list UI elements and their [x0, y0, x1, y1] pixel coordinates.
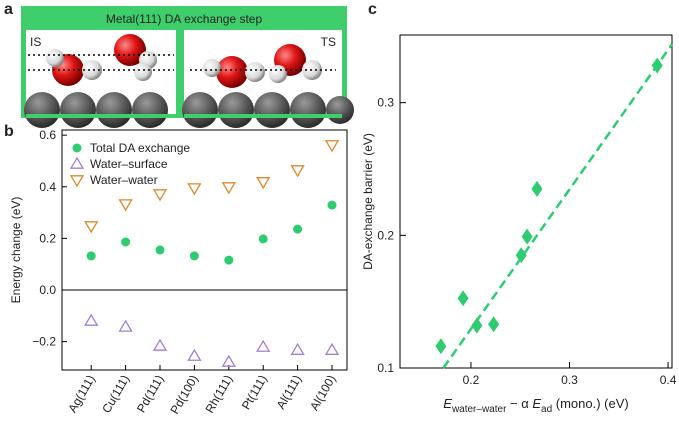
- x-axis-label: Ewater–water − α Ead (mono.) (eV): [443, 396, 628, 415]
- illustration-title: Metal(111) DA exchange step: [106, 12, 263, 26]
- state-label: TS: [321, 35, 336, 49]
- panel-label: b: [4, 123, 14, 140]
- point: [84, 221, 99, 234]
- point: [324, 342, 340, 355]
- point: [152, 338, 168, 351]
- point: [224, 255, 234, 265]
- point: [86, 251, 96, 261]
- point: [221, 354, 236, 367]
- point: [84, 313, 99, 326]
- y-tick-label: 0.2: [377, 228, 394, 242]
- y-tick-label: −0.2: [32, 335, 56, 349]
- plot-frame: [61, 129, 348, 371]
- point: [471, 317, 483, 334]
- point: [651, 57, 663, 74]
- x-tick-label: Pt(111): [239, 373, 270, 413]
- point: [457, 290, 469, 307]
- metal-surface: [24, 92, 354, 128]
- point: [531, 180, 543, 197]
- point: [256, 177, 271, 190]
- y-axis-label: DA-exchange barrier (eV): [361, 133, 375, 270]
- legend-marker: [69, 156, 85, 169]
- point: [290, 342, 305, 355]
- panel-label: c: [368, 1, 377, 18]
- x-axis-label-part: ad: [541, 404, 552, 415]
- x-tick-label: Al(111): [274, 373, 305, 412]
- point: [324, 140, 340, 153]
- point: [293, 224, 303, 234]
- legend-label: Water–water: [90, 173, 158, 187]
- y-tick-label: 0.4: [39, 180, 56, 194]
- illustration: Metal(111) DA exchange step IS TS: [21, 6, 354, 128]
- y-tick-label: 0.2: [39, 231, 56, 245]
- point: [258, 234, 268, 244]
- y-tick-label: 0.0: [39, 283, 56, 297]
- y-tick-label: 0.6: [39, 128, 56, 142]
- point: [187, 348, 202, 361]
- point: [327, 200, 337, 210]
- x-tick-label: Pd(111): [134, 373, 167, 415]
- y-axis-label: Energy change (eV): [9, 197, 23, 304]
- legend-marker: [72, 143, 82, 153]
- x-axis-label-part: E: [443, 396, 452, 411]
- x-axis-label-part: E: [532, 396, 541, 411]
- x-tick-label: 0.2: [463, 373, 480, 387]
- point: [435, 338, 447, 355]
- x-tick-label: 0.4: [660, 373, 677, 387]
- point: [187, 183, 202, 196]
- x-axis-label-part: − α: [506, 396, 532, 411]
- x-axis-label-part: (mono.) (eV): [552, 396, 629, 411]
- x-tick-label: Ag(111): [65, 373, 98, 415]
- point: [155, 245, 165, 255]
- x-tick-label: 0.3: [561, 373, 578, 387]
- point: [152, 189, 168, 202]
- legend-marker: [69, 175, 85, 188]
- point: [118, 319, 133, 332]
- plot-frame: [399, 34, 673, 369]
- fit-line: [442, 43, 674, 369]
- x-tick-label: Pd(100): [168, 373, 201, 417]
- point: [256, 339, 271, 352]
- point: [290, 165, 305, 178]
- panel-label: a: [4, 1, 13, 18]
- point: [118, 199, 133, 212]
- point: [221, 182, 236, 195]
- legend-label: Water–surface: [90, 157, 168, 171]
- y-tick-label: 0.3: [377, 96, 394, 110]
- y-tick-label: 0.1: [377, 361, 394, 375]
- x-tick-label: Rh(111): [202, 373, 235, 416]
- point: [121, 237, 131, 247]
- x-tick-label: Al(100): [307, 373, 338, 414]
- x-axis-label-part: water–water: [451, 404, 507, 415]
- state-label: IS: [30, 35, 41, 49]
- point: [521, 228, 533, 245]
- x-tick-label: Cu(111): [99, 373, 132, 416]
- point: [189, 251, 199, 261]
- water-molecules: [46, 34, 322, 88]
- legend-label: Total DA exchange: [90, 141, 190, 155]
- guide-lines: [28, 54, 336, 71]
- point: [515, 247, 527, 264]
- point: [488, 316, 500, 333]
